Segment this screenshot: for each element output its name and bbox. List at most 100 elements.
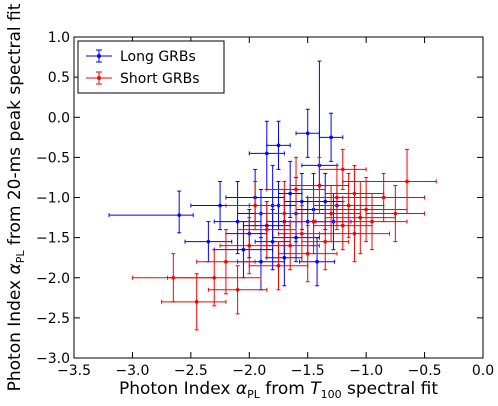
data-point	[313, 172, 385, 239]
point-marker	[270, 239, 275, 244]
legend: Long GRBs Short GRBs	[77, 40, 225, 94]
data-point	[342, 148, 437, 215]
point-marker	[352, 191, 357, 196]
point-marker	[259, 259, 263, 264]
tick-labels-layer: −3.5 −3.0 −2.5 −2.0 −1.5 −1.0 −0.5 0.0−3.0−2.5−…	[36, 30, 494, 379]
data-point	[295, 108, 320, 158]
points-layer	[108, 60, 437, 331]
data-point	[207, 265, 268, 315]
point-marker	[300, 231, 304, 236]
data-point	[324, 180, 396, 255]
point-marker	[305, 131, 310, 136]
point-marker	[241, 247, 246, 252]
data-point	[318, 148, 367, 190]
data-point	[266, 156, 326, 223]
point-marker	[282, 211, 287, 216]
point-marker	[317, 183, 322, 188]
point-marker	[265, 227, 269, 232]
x-tick-label: −2.0	[232, 363, 266, 379]
point-marker	[235, 219, 240, 224]
point-marker	[370, 219, 374, 224]
y-tick-label: −1.5	[36, 231, 70, 247]
y-tick-label: −2.0	[36, 271, 70, 287]
legend-box	[77, 40, 225, 94]
data-point	[318, 205, 391, 263]
point-marker	[276, 143, 281, 148]
x-tick-label: −1.0	[349, 363, 383, 379]
point-marker	[282, 255, 287, 260]
legend-item-short: Short GRBs	[86, 71, 200, 87]
point-marker	[224, 259, 228, 264]
x-tick-label: −1.5	[291, 363, 325, 379]
data-point	[313, 201, 373, 251]
point-marker	[177, 213, 181, 217]
data-point	[213, 180, 262, 255]
data-point	[248, 120, 285, 190]
point-marker	[305, 251, 310, 256]
point-marker	[288, 243, 292, 248]
y-tick-label: 0.5	[48, 70, 70, 86]
legend-label: Short GRBs	[120, 71, 200, 87]
data-point	[131, 253, 215, 303]
point-marker	[288, 191, 292, 196]
point-marker	[346, 203, 351, 208]
x-tick-label: −3.0	[115, 363, 149, 379]
data-point	[108, 190, 194, 234]
data-point	[248, 241, 309, 291]
y-tick-label: −1.0	[36, 191, 70, 207]
point-marker	[393, 211, 398, 216]
point-marker	[364, 207, 368, 212]
data-point	[301, 184, 361, 243]
y-tick-label: −3.0	[36, 351, 70, 367]
point-marker	[294, 187, 298, 192]
data-point	[237, 201, 297, 259]
data-point	[324, 176, 408, 243]
point-marker	[381, 195, 386, 200]
x-axis-label: Photon Index αPL from T100 spectral fit	[119, 379, 438, 401]
point-marker	[171, 275, 176, 280]
data-point	[289, 156, 350, 215]
legend-label: Long GRBs	[120, 49, 196, 65]
point-marker	[340, 223, 345, 228]
x-tick-label: −0.5	[408, 363, 442, 379]
point-marker	[218, 203, 222, 208]
point-marker	[265, 151, 269, 156]
point-marker	[405, 179, 409, 184]
x-tick-label: −2.5	[174, 363, 208, 379]
y-tick-label: 1.0	[48, 30, 70, 46]
y-axis-label: Photon Index αPL from 20-ms peak spectra…	[5, 3, 27, 391]
y-tick-label: −0.5	[36, 150, 70, 166]
data-point	[318, 112, 344, 162]
point-marker	[358, 215, 363, 220]
point-marker	[206, 239, 211, 244]
point-marker	[194, 300, 199, 304]
point-marker	[323, 199, 328, 204]
point-marker	[235, 287, 240, 292]
point-marker	[329, 211, 333, 216]
data-point	[283, 188, 344, 255]
data-point	[342, 172, 426, 223]
point-marker	[340, 167, 345, 172]
data-point	[266, 120, 291, 170]
point-marker	[311, 219, 316, 224]
y-tick-label: −2.5	[36, 311, 70, 327]
x-tick-label: 0.0	[472, 363, 494, 379]
series-long	[108, 60, 355, 291]
point-marker	[300, 199, 304, 204]
y-tick-label: 0.0	[48, 110, 70, 126]
point-marker	[335, 195, 339, 200]
data-point	[196, 229, 256, 295]
data-point	[225, 180, 285, 231]
point-marker	[247, 243, 252, 248]
legend-marker	[97, 76, 101, 80]
x-tick-label: −3.5	[57, 363, 91, 379]
data-point	[260, 221, 320, 271]
point-marker	[253, 203, 257, 208]
data-point	[365, 184, 426, 243]
point-marker	[352, 231, 357, 236]
data-point	[161, 273, 227, 331]
legend-item-long: Long GRBs	[86, 49, 196, 65]
legend-marker	[97, 54, 101, 58]
point-marker	[329, 135, 333, 140]
